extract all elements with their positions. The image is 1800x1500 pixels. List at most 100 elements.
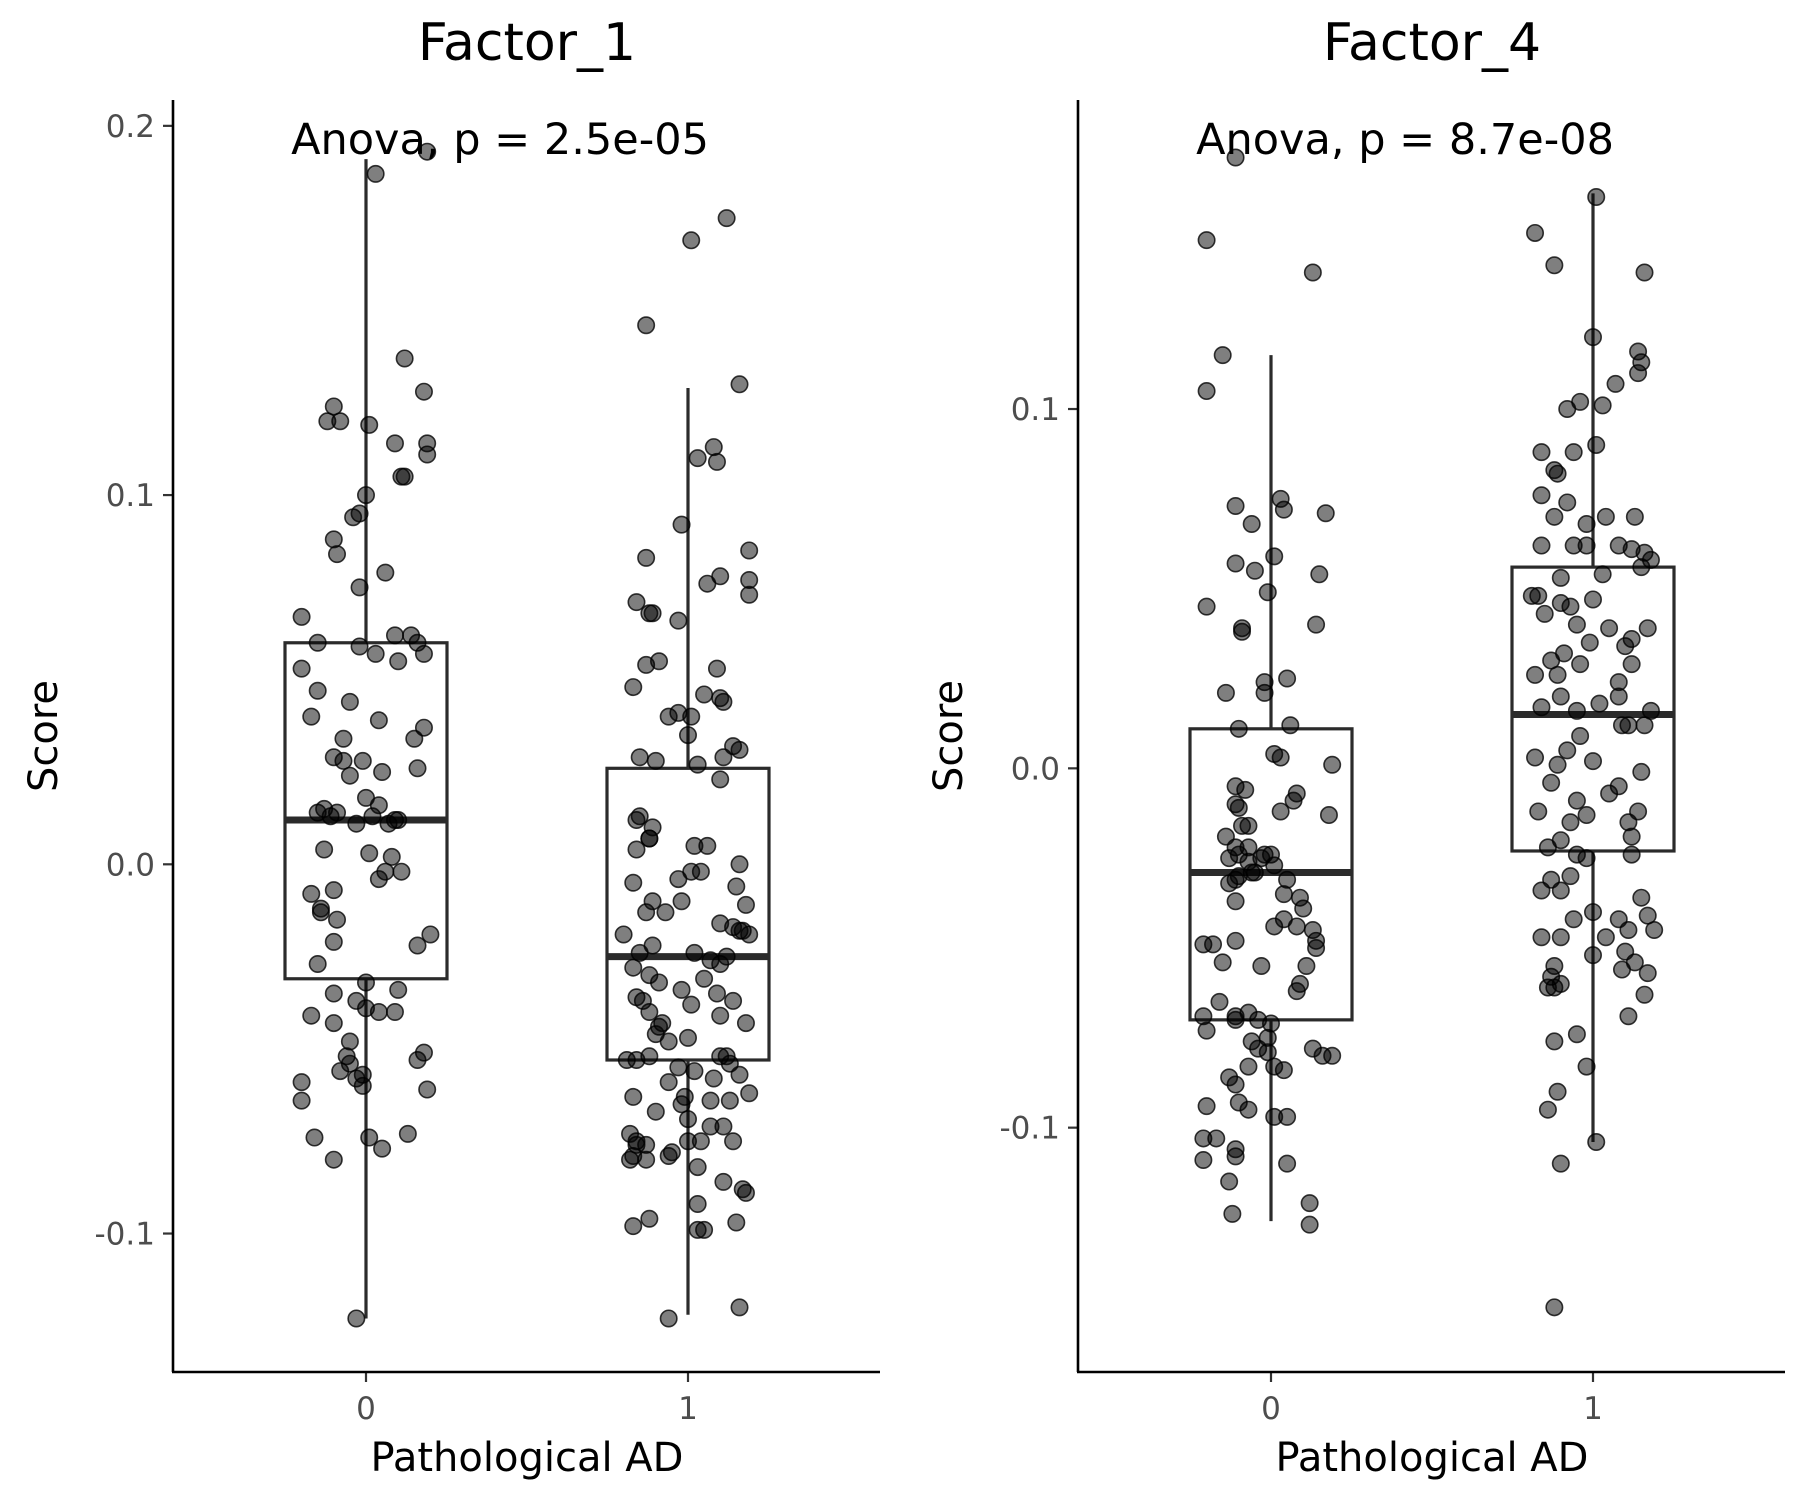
panel-2-data-point xyxy=(1561,597,1580,616)
panel-2-data-point xyxy=(1638,619,1657,638)
panel-1-data-point xyxy=(421,925,440,944)
panel-2-data-point xyxy=(1577,514,1596,533)
panel-1-data-point xyxy=(717,209,736,228)
panel-2-data-point xyxy=(1593,565,1612,584)
panel-2-data-point xyxy=(1310,565,1329,584)
panel-1-data-point xyxy=(328,910,347,929)
iqr-box xyxy=(605,766,771,1062)
panel-2-data-point xyxy=(1226,554,1245,573)
panel-2-data-point xyxy=(1587,1133,1606,1152)
panel-2-data-point xyxy=(1545,1298,1564,1317)
panel-1-data-point xyxy=(624,958,643,977)
panel-1-data-point xyxy=(311,903,330,922)
panel-2-data-point xyxy=(1577,806,1596,825)
panel-2-data-point xyxy=(1278,669,1297,688)
panel-1-data-point xyxy=(334,729,353,748)
panel-2-data-point xyxy=(1271,802,1290,821)
panel-2-data-point xyxy=(1567,791,1586,810)
panel-1-data-point xyxy=(414,382,433,401)
panel-1-data-point xyxy=(650,973,669,992)
panel-2-data-point xyxy=(1226,892,1245,911)
panel-1-data-point xyxy=(369,1002,388,1021)
panel-1-data-point xyxy=(373,1139,392,1158)
panel-2-data-point xyxy=(1542,773,1561,792)
panel-1-data-point xyxy=(382,847,401,866)
panel-2-data-point xyxy=(1532,928,1551,947)
panel-1-data-point xyxy=(695,1220,714,1239)
panel-1-data-point xyxy=(369,711,388,730)
panel-1-data-point xyxy=(740,541,759,560)
panel-1-data-point xyxy=(672,892,691,911)
panel-1-data-point xyxy=(292,1073,311,1092)
panel-1-data-point xyxy=(733,1180,752,1199)
panel-1-data-point xyxy=(414,644,433,663)
panel-2-data-point xyxy=(1216,683,1235,702)
panel-2-data-point xyxy=(1532,536,1551,555)
panel-1-data-point xyxy=(682,231,701,250)
panel-1-data-point xyxy=(353,1076,372,1095)
panel-1-data-point xyxy=(305,1128,324,1147)
panel-2-data-point xyxy=(1274,500,1293,519)
panel-2-data-point xyxy=(1545,1032,1564,1051)
panel-2-data-point xyxy=(1529,802,1548,821)
panel-2-data-point xyxy=(1548,665,1567,684)
panel-2-data-point xyxy=(1271,748,1290,767)
panel-1-x-tick-label: 1 xyxy=(678,1391,698,1427)
panel-2-data-point xyxy=(1567,701,1586,720)
panel-2-data-point xyxy=(1265,547,1284,566)
panel-2-data-point xyxy=(1584,590,1603,609)
panel-1-data-point xyxy=(308,954,327,973)
panel-1-anova-annotation: Anova, p = 2.5e-05 xyxy=(291,115,709,165)
panel-1-data-point xyxy=(682,707,701,726)
panel-1-data-point xyxy=(324,1014,343,1033)
panel-2-data-point xyxy=(1526,665,1545,684)
panel-2-data-point xyxy=(1545,461,1564,480)
panel-2-data-point xyxy=(1532,698,1551,717)
panel-1-data-point xyxy=(637,655,656,674)
panel-1-data-point xyxy=(678,726,697,745)
panel-2-data-point xyxy=(1606,374,1625,393)
panel-2-data-point xyxy=(1532,881,1551,900)
panel-2-data-point xyxy=(1300,1194,1319,1213)
panel-2-data-point xyxy=(1571,655,1590,674)
panel-2-data-point xyxy=(1564,910,1583,929)
panel-1-data-point xyxy=(389,980,408,999)
panel-1-y-tick-label: 0.2 xyxy=(106,109,155,145)
panel-1-data-point xyxy=(405,729,424,748)
panel-2-data-point xyxy=(1622,827,1641,846)
panel-1-data-point xyxy=(324,397,343,416)
panel-1-data-point xyxy=(740,1084,759,1103)
panel-1-data-point xyxy=(646,1102,665,1121)
panel-2-data-point xyxy=(1229,719,1248,738)
panel-1-data-point xyxy=(408,759,427,778)
panel-1-data-point xyxy=(707,452,726,471)
panel-1-data-point xyxy=(334,751,353,770)
panel-2-data-point xyxy=(1600,784,1619,803)
panel-1-data-point xyxy=(688,1158,707,1177)
panel-1-x-axis-title: Pathological AD xyxy=(371,1435,684,1481)
panel-1-data-point xyxy=(698,574,717,593)
panel-2-x-tick-label: 1 xyxy=(1583,1391,1603,1427)
panel-1-y-tick-label: -0.1 xyxy=(95,1217,156,1253)
panel-1-data-point xyxy=(640,1209,659,1228)
panel-2-data-point xyxy=(1220,1068,1239,1087)
panel-2-data-point xyxy=(1609,687,1628,706)
panel-1-data-point xyxy=(385,626,404,645)
panel-2-data-point xyxy=(1632,558,1651,577)
panel-1-data-point xyxy=(627,840,646,859)
panel-1-data-point xyxy=(315,840,334,859)
panel-2-x-tick-label: 0 xyxy=(1261,1391,1281,1427)
panel-1-data-point xyxy=(659,707,678,726)
panel-2-data-point xyxy=(1535,604,1554,623)
panel-1-y-tick-label: 0.0 xyxy=(106,847,155,883)
panel-2-data-point xyxy=(1635,716,1654,735)
panel-2-data-point xyxy=(1522,586,1541,605)
panel-1-data-point xyxy=(730,1065,749,1084)
panel-2-data-point xyxy=(1596,507,1615,526)
panel-1-data-point xyxy=(740,570,759,589)
panel-2-data-point xyxy=(1567,1025,1586,1044)
panel-2-data-point xyxy=(1545,978,1564,997)
panel-1-data-point xyxy=(389,810,408,829)
panel-2-data-point xyxy=(1319,806,1338,825)
panel-1-data-point xyxy=(621,1150,640,1169)
